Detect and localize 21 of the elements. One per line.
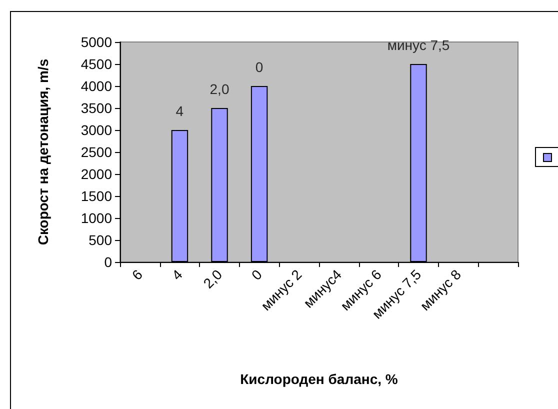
x-tick-label: 2,0 xyxy=(200,266,226,292)
x-tick-label: 4 xyxy=(168,266,186,284)
annotation: минус 7,5 xyxy=(387,37,450,53)
y-tick-label: 500 xyxy=(88,232,112,248)
y-tick-label: 2000 xyxy=(80,166,112,182)
y-tick-label: 2500 xyxy=(80,144,112,160)
x-axis-title: Кислороден баланс, % xyxy=(240,371,398,387)
y-tick-label: 1500 xyxy=(80,188,112,204)
y-tick-label: 3500 xyxy=(80,100,112,116)
x-tick-label: 6 xyxy=(128,266,146,284)
y-axis-title: Скорост на детонация, m/s xyxy=(35,58,51,246)
x-tick-label: 0 xyxy=(248,266,266,284)
annotation: 2,0 xyxy=(210,81,230,97)
annotation: 4 xyxy=(176,103,184,119)
y-tick-label: 0 xyxy=(104,254,112,270)
y-tick-label: 5000 xyxy=(80,34,112,50)
annotation: 0 xyxy=(255,59,264,75)
y-tick-label: 1000 xyxy=(80,210,112,226)
y-tick-label: 3000 xyxy=(80,122,112,138)
y-tick-label: 4500 xyxy=(80,56,112,72)
y-tick-label: 4000 xyxy=(80,78,112,94)
